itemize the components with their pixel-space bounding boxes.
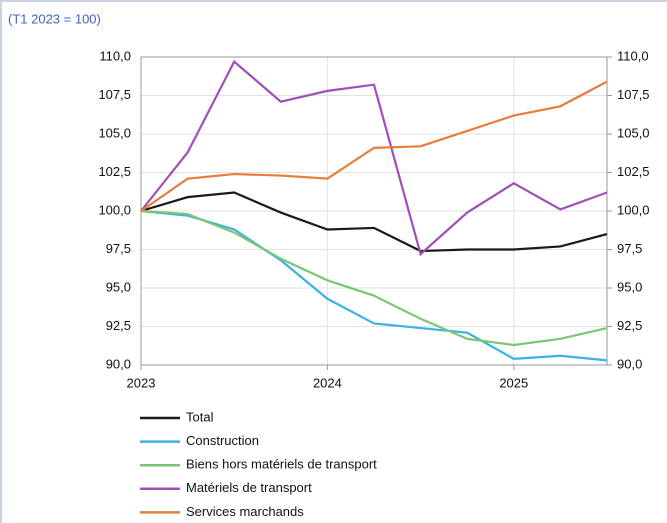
y-tick-label: 102,5 <box>98 164 131 179</box>
y2-tick-label: 92,5 <box>617 318 642 333</box>
legend-label: Total <box>186 409 214 424</box>
y2-tick-label: 107,5 <box>617 87 650 102</box>
y-tick-label: 110,0 <box>99 48 131 63</box>
legend-label: Matériels de transport <box>186 480 312 495</box>
x-tick-label: 2024 <box>313 375 342 390</box>
series-line <box>140 80 608 212</box>
y2-tick-label: 97,5 <box>617 241 642 256</box>
y-tick-label: 90,0 <box>106 356 131 371</box>
series-line <box>140 59 608 257</box>
x-tick-label: 2023 <box>127 375 156 390</box>
subtitle: (T1 2023 = 100) <box>8 11 101 26</box>
y-tick-label: 105,0 <box>98 125 131 140</box>
x-tick-label: 2025 <box>499 375 528 390</box>
y-tick-label: 97,5 <box>106 241 131 256</box>
legend-label: Biens hors matériels de transport <box>186 457 377 472</box>
y2-tick-label: 100,0 <box>617 202 650 217</box>
y2-tick-label: 95,0 <box>617 279 642 294</box>
series-line <box>140 209 608 362</box>
y2-tick-label: 102,5 <box>617 164 650 179</box>
legend-label: Construction <box>186 433 259 448</box>
series-line <box>140 191 608 253</box>
y-tick-label: 95,0 <box>106 279 131 294</box>
y2-tick-label: 105,0 <box>617 125 650 140</box>
y2-tick-label: 90,0 <box>617 356 642 371</box>
legend-label: Services marchands <box>186 504 304 519</box>
series-line <box>140 209 608 347</box>
y-tick-label: 100,0 <box>98 202 131 217</box>
y-tick-label: 107,5 <box>98 87 131 102</box>
y2-tick-label: 110,0 <box>617 48 649 63</box>
y-tick-label: 92,5 <box>106 318 131 333</box>
